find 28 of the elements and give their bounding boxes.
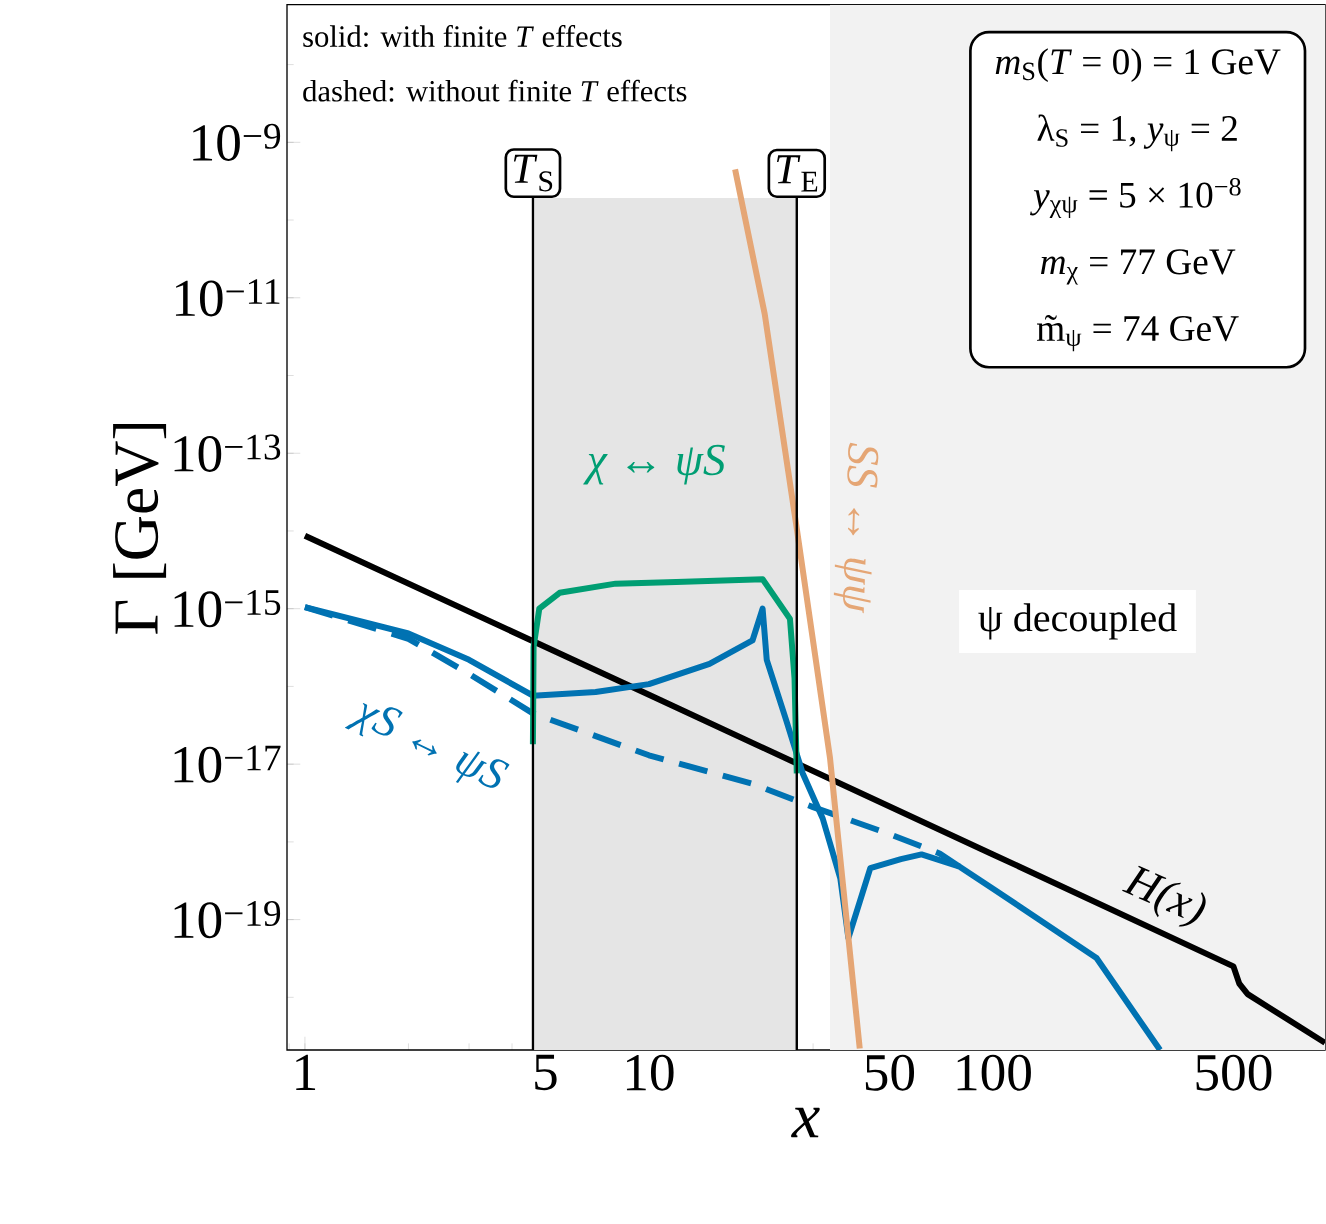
text: χ ↔ ψS [583, 444, 725, 485]
y-tick-label: 10$^{−9}$ [193, 123, 281, 161]
annotation: λ$_{S}$ = 1, y$_{ψ}$ = 2 [1037, 114, 1237, 152]
y-tick-label: 10$^{−11}$ [175, 279, 280, 317]
y-tick-label: 10$^{−17}$ [174, 745, 281, 783]
annotation: solid: with finite T effects [303, 25, 622, 48]
annotation: m$_{χ}$ = 77 GeV [1040, 249, 1236, 285]
y-tick-label: 10$^{−13}$ [174, 434, 281, 472]
x-tick-label: 500 [1196, 1054, 1272, 1091]
annotation: dashed: without finite T effects [303, 79, 687, 102]
annotation: y$_{χψ}$ = 5 × 10$^{−8}$ [1030, 177, 1241, 218]
x-tick-label: 10 [626, 1054, 674, 1091]
annotation: m̃$_{ψ}$ = 74 GeV [1036, 315, 1239, 352]
x-tick-label: 5 [535, 1054, 557, 1091]
x-axis-title: x [791, 1107, 820, 1138]
annotation: m$_{S}$(T = 0) = 1 GeV [995, 48, 1281, 82]
band-label: ψ decoupled [978, 603, 1177, 640]
x-tick-label: 100 [957, 1054, 1031, 1091]
y-tick-label: 10$^{−19}$ [174, 900, 281, 939]
y-axis-title: Γ [GeV] [113, 423, 167, 634]
text: H(x) [1122, 865, 1206, 927]
x-tick-label: 1 [296, 1054, 316, 1090]
text: SS ↔ ψψ [833, 442, 879, 614]
x-tick-label: 50 [865, 1054, 915, 1091]
y-tick-label: 10$^{−15}$ [174, 590, 281, 628]
ref-line-label: T$_{E}$ [776, 155, 818, 192]
text: χS ↔ ψS [344, 702, 510, 788]
ref-line-label: T$_{S}$ [513, 154, 553, 192]
